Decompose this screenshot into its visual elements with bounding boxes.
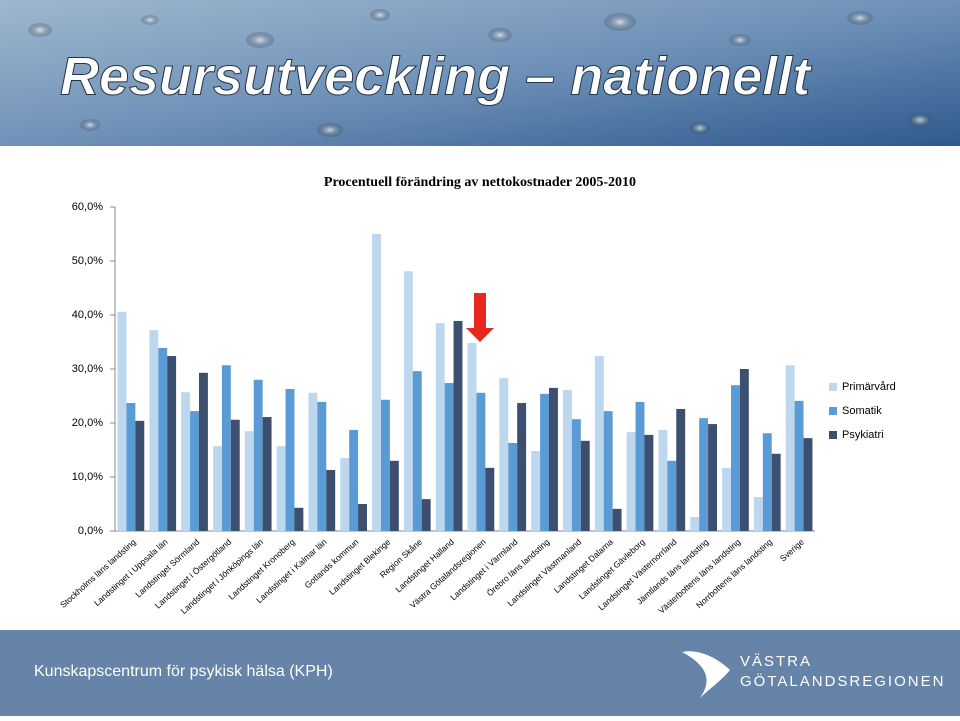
bar [731,385,740,531]
bar [531,451,541,531]
slide-title: Resursutveckling – nationellt [60,46,812,106]
footer-text: Kunskapscentrum för psykisk hälsa (KPH) [34,663,333,680]
legend-swatch [829,431,837,439]
bar [762,433,772,531]
legend-label: Primärvård [842,381,896,393]
bar [349,430,359,531]
bar [317,401,327,531]
bar [158,347,168,531]
bar [372,234,381,531]
bar [794,400,804,531]
legend-label: Psykiatri [842,429,884,441]
bar [389,460,399,531]
bar [753,496,763,531]
bar [803,438,813,531]
bar [262,417,272,531]
bar [722,467,731,531]
logo-mark [682,651,730,698]
bar [708,424,717,531]
bar [294,507,304,531]
bar [308,392,318,531]
bar [626,432,636,531]
bar [658,430,668,531]
bar [499,378,509,531]
bar [340,458,350,531]
bar [580,440,590,531]
x-tick-label: Gotlands kommun [303,537,361,591]
bar [699,418,709,531]
bar [421,499,431,531]
bar [517,403,527,531]
bar [594,356,604,531]
y-tick-label: 50,0% [72,255,103,267]
red-arrow [466,293,494,342]
bar [435,323,445,531]
bar [221,365,231,531]
bar [358,504,367,531]
x-tick-label: Landstinget Dalarna [552,537,615,596]
bar [540,393,549,531]
bar [199,372,208,531]
bar [467,343,477,531]
bar [135,420,145,531]
bar [149,330,159,531]
chart-title: Procentuell förändring av nettokostnader… [324,175,636,190]
y-tick-label: 30,0% [72,363,103,375]
bar [403,271,413,531]
bar [690,516,700,531]
bar [117,311,127,531]
bar [485,467,495,531]
bar [381,399,390,531]
bar [326,469,336,531]
bar [126,403,136,531]
bar [412,371,422,531]
bar [476,392,486,531]
legend-swatch [829,383,837,391]
legend-swatch [829,407,837,415]
bar [644,434,654,531]
bar [739,369,749,531]
y-tick-label: 20,0% [72,417,103,429]
bar [213,446,222,531]
water-drops [28,9,932,137]
bar [453,320,463,531]
bar [549,387,558,531]
x-tick-label: Landstinget Halland [393,537,456,595]
bar [276,446,286,531]
bar [771,453,781,531]
bar [230,419,240,531]
logo-text: VÄSTRA [740,653,812,670]
bar [181,392,191,531]
bar [190,411,199,531]
bar [603,411,613,531]
bar [167,356,177,531]
legend-label: Somatik [842,405,882,417]
bar [571,419,581,531]
plot: 0,0%10,0%20,0%30,0%40,0%50,0%60,0%Stockh… [58,201,896,616]
bar [444,383,454,531]
y-tick-label: 10,0% [72,471,103,483]
logo-text: GÖTALANDSREGIONEN [740,672,945,690]
footer-band [0,630,960,716]
bar [244,431,254,531]
bar [285,388,295,531]
bar [612,508,622,531]
bar [635,401,645,531]
y-tick-label: 0,0% [78,525,103,537]
bar [563,390,572,531]
y-tick-label: 40,0% [72,309,103,321]
header-banner [0,0,960,146]
bar [508,442,518,531]
bar [676,408,686,531]
y-tick-label: 60,0% [72,201,103,213]
bar [785,365,795,531]
bar [253,379,263,531]
bar [667,460,677,531]
x-tick-label: Sverige [778,537,806,564]
